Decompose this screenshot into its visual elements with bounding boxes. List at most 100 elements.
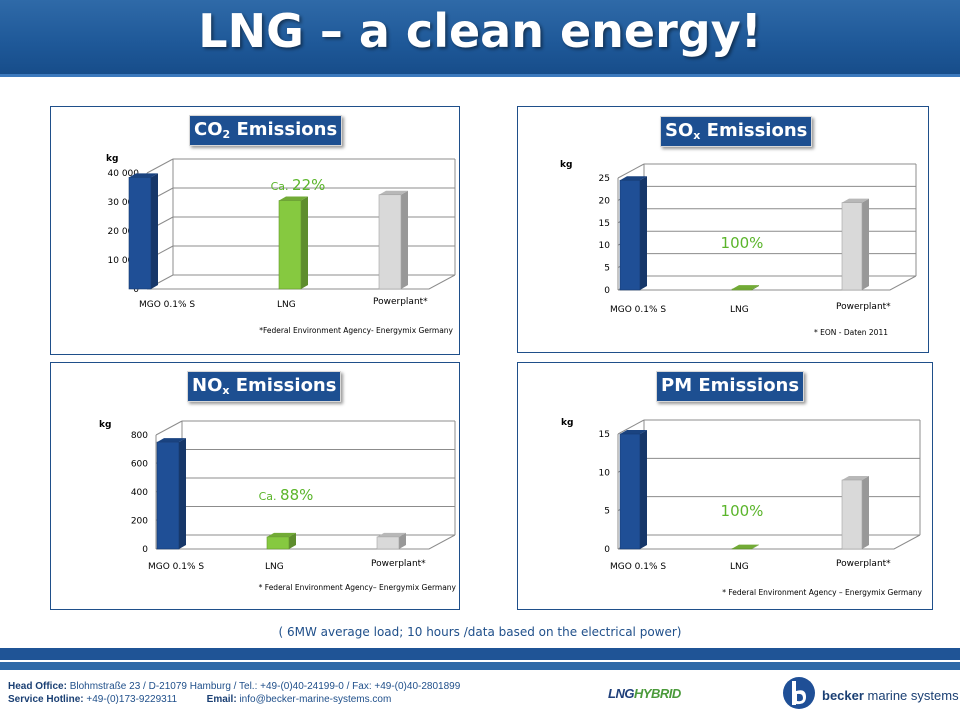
bar-front	[619, 433, 641, 550]
chart-title-main: SO	[665, 120, 694, 141]
lng-hybrid-logo-a: LNG	[608, 686, 634, 701]
bar-1	[731, 285, 759, 291]
pm-emissions-panel: 0 5 10 15 kg MGO 0.1% S LNG Powerplant* 100% * Fe…	[517, 362, 933, 610]
y-tick-label: 600	[131, 460, 148, 470]
co2-chart: 0 10 000 20 000 30 000 40 000 kg MGO 0.1% S LNG…	[106, 154, 456, 335]
annotation-prefix: Ca.	[271, 180, 292, 193]
bar-side	[752, 544, 759, 549]
bar-side	[289, 532, 296, 549]
y-axis-label: kg	[99, 420, 111, 430]
y-tick-label: 20 000	[108, 227, 140, 237]
footer-band-gap	[0, 660, 960, 662]
reduction-annotation: 100%	[721, 234, 764, 252]
x-tick-label: Powerplant*	[836, 302, 891, 312]
y-tick-label: 400	[131, 488, 148, 498]
y-axis-label: kg	[561, 418, 573, 428]
becker-logo-text: becker marine systems	[822, 688, 959, 703]
bar-front	[378, 194, 402, 290]
becker-logo-icon	[783, 677, 815, 709]
bar-2	[376, 532, 406, 550]
bar-side	[862, 198, 869, 290]
bar-top	[379, 190, 408, 195]
contact-info: Head Office: Blohmstraße 23 / D-21079 Ha…	[8, 680, 460, 706]
y-tick-label: 30 000	[108, 198, 140, 208]
sox-title-badge: SOx Emissions	[660, 116, 813, 147]
y-tick-label: 5	[604, 264, 610, 274]
title-banner: LNG – a clean energy!	[0, 0, 960, 77]
head-office-label: Head Office:	[8, 681, 67, 692]
y-tick-label: 15	[599, 430, 610, 440]
page-title: LNG – a clean energy!	[198, 4, 762, 58]
bar-top	[732, 285, 759, 290]
y-tick-label: 800	[131, 431, 148, 441]
email-label: Email:	[206, 694, 237, 705]
bar-front	[128, 177, 152, 290]
y-tick-label: 0	[142, 545, 148, 555]
y-tick-label: 200	[131, 517, 148, 527]
y-tick-label: 10 000	[108, 256, 140, 266]
bar-side	[640, 430, 647, 549]
bar-1	[731, 544, 759, 550]
x-tick-label: LNG	[730, 562, 749, 572]
floor-edge	[147, 274, 456, 290]
bar-top	[620, 176, 647, 181]
x-tick-label: Powerplant*	[836, 559, 891, 569]
bar-top	[129, 173, 158, 178]
y-tick-label: 20	[599, 196, 611, 206]
bar-front	[266, 536, 290, 550]
chart-title-tail: Emissions	[229, 375, 337, 396]
bar-side	[179, 438, 186, 549]
y-tick-label: 0	[604, 545, 610, 555]
chart-title-sub: 2	[222, 128, 231, 141]
bar-front	[841, 479, 863, 550]
y-tick-label: 40 000	[108, 169, 140, 179]
y-axis-label: kg	[106, 154, 118, 164]
x-tick-label: MGO 0.1% S	[610, 562, 666, 572]
x-tick-label: MGO 0.1% S	[610, 305, 666, 315]
bar-0	[619, 176, 647, 291]
bar-front	[731, 288, 753, 291]
bar-0	[128, 173, 158, 290]
chart-footnote: *Federal Environment Agency- Energymix G…	[259, 326, 453, 335]
x-tick-label: MGO 0.1% S	[139, 300, 195, 310]
gridline-diagonal	[146, 158, 174, 174]
reduction-annotation: Ca. 22%	[271, 176, 326, 194]
bar-side	[640, 176, 647, 290]
y-tick-label: 0	[133, 285, 139, 295]
bar-front	[619, 179, 641, 291]
company-name-a: becker	[822, 688, 864, 703]
data-basis-note: ( 6MW average load; 10 hours /data based…	[278, 625, 682, 639]
bar-top	[377, 532, 406, 537]
x-tick-label: LNG	[265, 562, 284, 572]
chart-title-main: PM Emissions	[661, 375, 800, 396]
bar-2	[841, 476, 869, 550]
bar-1	[278, 196, 308, 290]
chart-title-main: NO	[192, 375, 223, 396]
hotline-line: Service Hotline: +49-(0)173-9229311 Emai…	[8, 693, 460, 706]
lng-hybrid-logo: LNGHYBRID	[608, 686, 681, 701]
bar-top	[279, 196, 308, 201]
gridline-diagonal	[155, 420, 183, 436]
floor-edge	[156, 534, 456, 550]
chart-footnote: * Federal Environment Agency– Energymix …	[259, 583, 457, 592]
nox-emissions-panel: 0 200 400 600 800 kg MGO 0.1% S LNG Powerplant* C…	[50, 362, 460, 610]
pm-title-badge: PM Emissions	[656, 371, 805, 402]
reduction-annotation: 100%	[721, 502, 764, 520]
y-tick-label: 10	[599, 241, 611, 251]
head-office-line: Head Office: Blohmstraße 23 / D-21079 Ha…	[8, 680, 460, 693]
y-tick-label: 25	[599, 174, 610, 184]
nox-chart: 0 200 400 600 800 kg MGO 0.1% S LNG Powerplant* C…	[99, 420, 457, 592]
x-tick-label: LNG	[730, 305, 749, 315]
email-link[interactable]: info@becker-marine-systems.com	[239, 694, 392, 705]
bar-0	[156, 438, 186, 550]
bar-side	[862, 476, 869, 549]
chart-title-tail: Emissions	[230, 119, 338, 140]
bar-top	[267, 532, 296, 537]
bar-side	[301, 196, 308, 289]
footer-band-dark	[0, 648, 960, 660]
gridline-diagonal	[617, 419, 645, 435]
chart-footnote: * EON - Daten 2011	[814, 328, 888, 337]
chart-title-main: CO	[194, 119, 223, 140]
x-tick-label: Powerplant*	[373, 297, 428, 307]
footer-band-light	[0, 662, 960, 670]
